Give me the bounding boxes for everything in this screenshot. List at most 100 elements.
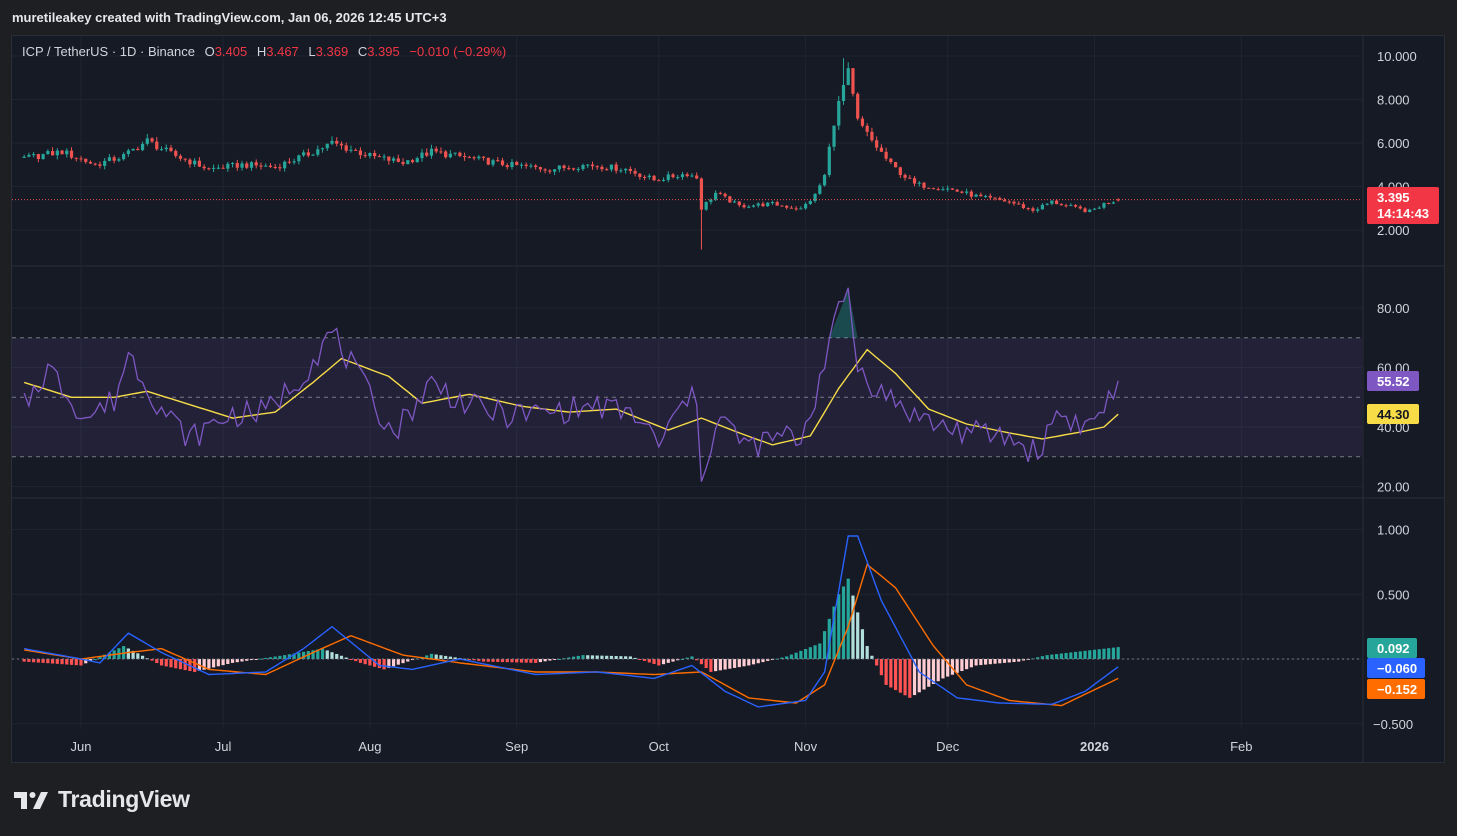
- histogram-bar: [714, 659, 718, 672]
- candle: [36, 153, 40, 163]
- histogram-bar: [410, 659, 415, 661]
- histogram-bar: [676, 659, 680, 661]
- histogram-bar: [344, 657, 348, 659]
- histogram-bar: [841, 586, 846, 659]
- histogram-bar: [55, 659, 59, 664]
- histogram-bar: [761, 659, 765, 663]
- candle: [444, 150, 448, 159]
- candle: [486, 157, 490, 166]
- candle: [74, 157, 78, 162]
- histogram-bar: [983, 659, 988, 665]
- histogram-bar: [221, 659, 225, 666]
- histogram-bar: [259, 658, 263, 660]
- candle: [766, 201, 770, 207]
- candle: [751, 204, 756, 208]
- histogram-bar: [32, 659, 36, 663]
- histogram-bar: [590, 655, 595, 659]
- histogram-bar: [183, 659, 187, 671]
- candle: [126, 148, 130, 157]
- tradingview-logo-icon: [14, 791, 48, 809]
- candle: [718, 191, 722, 195]
- candle: [770, 200, 775, 205]
- candle: [202, 164, 206, 171]
- histogram-bar: [860, 629, 865, 659]
- histogram-bar: [1040, 656, 1045, 659]
- candle: [619, 168, 623, 174]
- candle: [1017, 201, 1021, 205]
- close-label: C: [357, 44, 368, 59]
- candle: [1036, 207, 1040, 213]
- histogram-bar: [36, 659, 40, 663]
- histogram-bar: [638, 659, 642, 660]
- histogram-bar: [865, 646, 869, 659]
- candle: [188, 158, 192, 168]
- candle: [676, 174, 680, 180]
- candle: [666, 171, 670, 183]
- candle: [557, 165, 561, 173]
- last-price-badge-text: 3.395: [1377, 190, 1410, 205]
- candle: [264, 163, 268, 167]
- histogram-bar: [728, 659, 732, 669]
- candle: [216, 164, 220, 170]
- histogram-bar: [311, 650, 315, 659]
- histogram-bar: [103, 654, 107, 659]
- candle: [595, 165, 599, 170]
- histogram-bar: [226, 659, 230, 665]
- candle: [960, 190, 964, 194]
- histogram-bar: [524, 659, 528, 663]
- histogram-bar: [46, 659, 50, 664]
- histogram-bar: [666, 659, 670, 663]
- histogram-bar: [808, 647, 812, 659]
- candle: [131, 148, 135, 151]
- candle: [974, 193, 978, 198]
- candle: [581, 163, 585, 171]
- candle: [46, 149, 50, 155]
- candle: [709, 198, 713, 205]
- candle: [950, 188, 955, 190]
- histogram-bar: [358, 659, 363, 663]
- histogram-bar: [1116, 647, 1120, 659]
- histogram-bar: [216, 659, 220, 667]
- candle: [344, 142, 348, 153]
- candle: [69, 147, 74, 160]
- histogram-bar: [467, 659, 471, 660]
- candle: [505, 163, 509, 170]
- candle: [856, 92, 860, 121]
- symbol-name[interactable]: ICP / TetherUS · 1D · Binance: [22, 44, 195, 59]
- histogram-bar: [126, 648, 130, 659]
- candle: [837, 95, 841, 130]
- histogram-bar: [562, 658, 566, 660]
- histogram-bar: [818, 643, 822, 659]
- histogram-bar: [965, 659, 969, 670]
- price-axis-tick-label: 2.000: [1377, 223, 1410, 238]
- low-label: L: [308, 44, 316, 59]
- histogram-bar: [993, 659, 997, 664]
- time-axis-tick-label: Sep: [505, 739, 528, 754]
- histogram-bar: [325, 650, 329, 659]
- candle: [524, 162, 528, 169]
- candle: [624, 168, 628, 174]
- histogram-bar: [927, 659, 931, 687]
- candle: [529, 163, 533, 169]
- rsi-ma-value-badge-text: 44.30: [1377, 407, 1410, 422]
- candle: [818, 183, 822, 195]
- histogram-bar: [742, 659, 746, 667]
- candle: [567, 165, 571, 171]
- candle: [391, 156, 396, 164]
- candle: [1002, 197, 1007, 202]
- candle: [571, 167, 576, 171]
- candle: [515, 160, 519, 166]
- candle: [562, 164, 566, 172]
- candle: [1059, 203, 1063, 206]
- candle: [747, 204, 751, 209]
- histogram-bar: [69, 659, 74, 665]
- histogram-bar: [609, 655, 614, 659]
- histogram-bar: [548, 659, 552, 661]
- candle: [1012, 200, 1016, 206]
- candle: [737, 201, 741, 208]
- candle: [22, 154, 26, 159]
- candle: [1007, 200, 1011, 205]
- candle: [586, 163, 590, 169]
- candle: [1031, 206, 1035, 213]
